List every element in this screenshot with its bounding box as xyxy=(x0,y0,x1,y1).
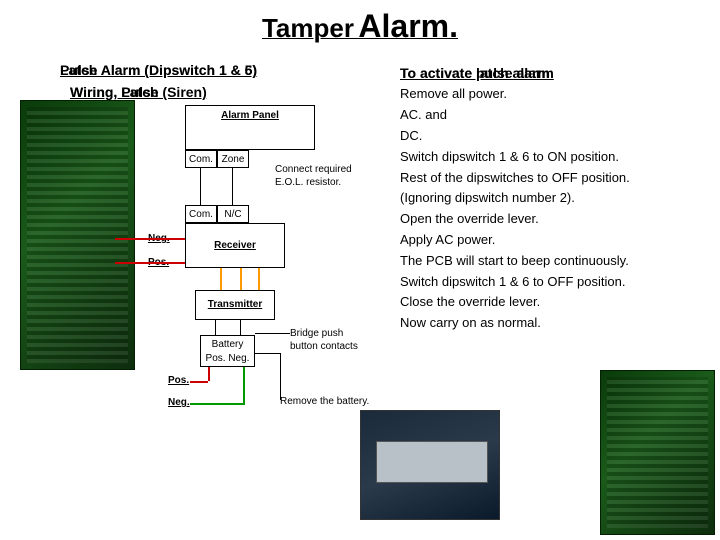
instruction-line: Switch dipswitch 1 & 6 to OFF position. xyxy=(400,272,700,293)
dipswitch-photo xyxy=(360,410,500,520)
receiver-box: Receiver xyxy=(185,223,285,268)
arrow-line xyxy=(255,353,280,354)
wire-red xyxy=(115,238,185,240)
wire-black xyxy=(232,168,233,205)
wire-red xyxy=(190,381,208,383)
battery-box: Battery Pos. Neg. xyxy=(200,335,255,367)
annot-remove-battery: Remove the battery. xyxy=(280,395,369,408)
instruction-line: Close the override lever. xyxy=(400,292,700,313)
subtitle-alarm: Latch Alarm (Dipswitch 1 & 5) Pulse Alar… xyxy=(60,62,257,78)
wire-green xyxy=(243,367,245,403)
instructions-column: To activate latch alarm To activate puls… xyxy=(400,62,700,334)
terminal-zone: Zone xyxy=(217,150,249,168)
wiring-diagram: Alarm Panel Com. Zone Com. N/C Receiver … xyxy=(140,105,390,475)
instruction-line: Now carry on as normal. xyxy=(400,313,700,334)
instruction-line: Switch dipswitch 1 & 6 to ON position. xyxy=(400,147,700,168)
wire-red xyxy=(208,367,210,381)
page-title: Tamper Alarm. xyxy=(0,0,720,45)
instruction-line: AC. and xyxy=(400,105,700,126)
pcb-image-left xyxy=(20,100,135,370)
instruction-line: Remove all power. xyxy=(400,84,700,105)
pcb-image-right xyxy=(600,370,715,535)
terminal-nc: N/C xyxy=(217,205,249,223)
annot-bridge: Bridge push button contacts xyxy=(290,327,358,353)
arrow-line xyxy=(280,353,281,400)
title-part2: Alarm. xyxy=(358,8,458,44)
wire-red xyxy=(115,262,185,264)
instruction-line: Open the override lever. xyxy=(400,209,700,230)
instruction-line: DC. xyxy=(400,126,700,147)
instruction-line: The PCB will start to beep continuously. xyxy=(400,251,700,272)
alarm-panel-box: Alarm Panel xyxy=(185,105,315,150)
annot-connect: Connect required E.O.L. resistor. xyxy=(275,163,352,189)
pos-terminal: Pos. xyxy=(168,375,189,386)
wire-black xyxy=(215,320,216,335)
transmitter-box: Transmitter xyxy=(195,290,275,320)
wire-black xyxy=(240,320,241,335)
wire-orange xyxy=(220,268,222,290)
wire-black xyxy=(200,168,201,205)
subtitle-wiring: Wiring, Pulse (Alarm) Wiring, Latch (Sir… xyxy=(70,84,207,100)
instruction-line: (Ignoring dipswitch number 2). xyxy=(400,188,700,209)
wire-green xyxy=(190,403,245,405)
wire-orange xyxy=(258,268,260,290)
arrow-line xyxy=(255,333,290,334)
terminal-com2: Com. xyxy=(185,205,217,223)
instruction-line: Rest of the dipswitches to OFF position. xyxy=(400,168,700,189)
terminal-com: Com. xyxy=(185,150,217,168)
title-part1: Tamper xyxy=(262,13,354,43)
instruction-line: Apply AC power. xyxy=(400,230,700,251)
wire-orange xyxy=(240,268,242,290)
neg-terminal: Neg. xyxy=(168,397,190,408)
